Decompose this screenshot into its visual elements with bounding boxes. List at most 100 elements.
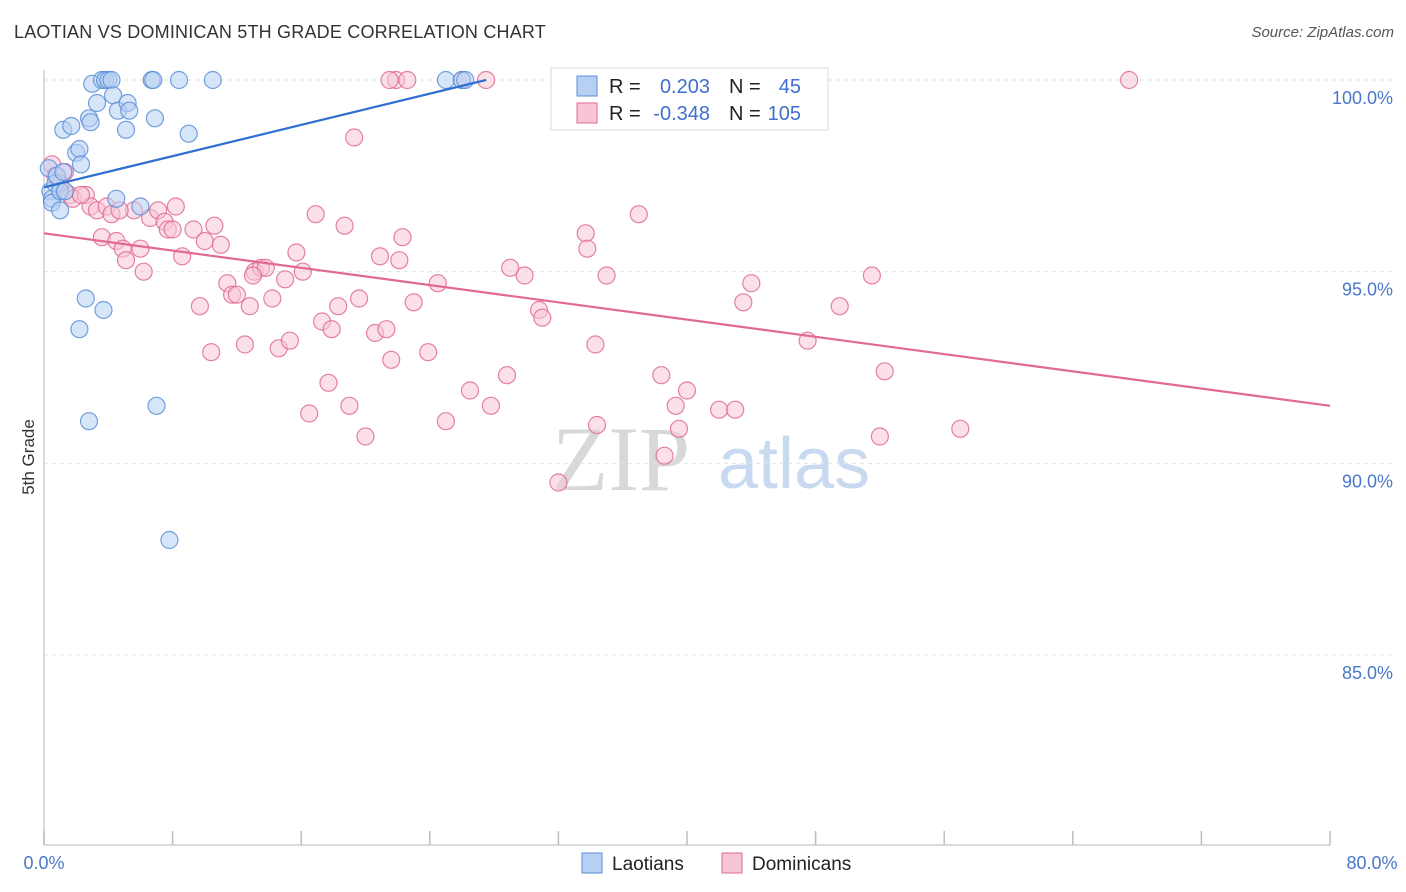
bottom-legend-swatch-laotians: [581, 852, 603, 874]
dominicans-point-100: [71, 185, 91, 205]
legend-r-value-dominicans: -0.348: [653, 103, 710, 125]
watermark-atlas: atlas: [718, 424, 870, 504]
laotians-point-18: [87, 93, 107, 113]
dominicans-point-46: [319, 373, 338, 392]
dominicans-point-42: [293, 262, 312, 281]
y-axis-tick-labels: 100.0% 95.0% 90.0% 85.0%: [1332, 88, 1393, 683]
dominicans-point-64: [428, 274, 447, 293]
dominicans-point-24: [190, 297, 209, 316]
dominicans-point-77: [576, 224, 595, 243]
dominicans-point-41: [287, 243, 306, 262]
laotians-point-22: [102, 70, 121, 90]
dominicans-point-68: [477, 70, 496, 90]
dominicans-point-28: [211, 235, 230, 254]
laotians-point-40: [147, 396, 166, 415]
legend-n-value-dominicans: 105: [768, 103, 801, 125]
dominicans-point-47: [322, 320, 341, 339]
legend-swatch-laotians: [576, 75, 598, 97]
dominicans-point-37: [263, 289, 282, 308]
dominicans-point-43: [300, 404, 319, 423]
dominicans-point-50: [340, 396, 359, 415]
laotians-point-34: [179, 124, 198, 143]
laotians-point-11: [62, 116, 81, 136]
series-laotians: [39, 70, 487, 550]
dominicans-point-86: [669, 419, 689, 438]
dominicans-point-71: [501, 258, 520, 277]
dominicans-point-85: [666, 396, 685, 415]
dominicans-point-56: [377, 320, 396, 339]
dominicans-point-75: [549, 473, 568, 492]
laotians-point-26: [116, 120, 136, 139]
laotians-point-25: [107, 189, 126, 208]
dominicans-point-60: [393, 228, 412, 247]
dominicans-point-90: [734, 293, 753, 312]
legend-r-label-laotians: R =: [609, 76, 641, 98]
dominicans-point-87: [677, 381, 697, 400]
dominicans-point-69: [481, 396, 500, 415]
dominicans-point-80: [587, 415, 607, 435]
dominicans-trend-line: [43, 232, 1331, 407]
laotians-point-14: [71, 155, 91, 174]
dominicans-point-82: [629, 205, 648, 224]
y-tick-label-2: 90.0%: [1342, 471, 1393, 491]
dominicans-point-48: [329, 297, 348, 316]
laotians-point-9: [55, 182, 75, 201]
legend-r-value-laotians: 0.203: [660, 76, 710, 98]
dominicans-point-49: [335, 216, 354, 235]
watermark: ZIP atlas: [552, 408, 870, 510]
dominicans-point-23: [184, 220, 203, 239]
dominicans-point-74: [533, 308, 552, 327]
dominicans-point-59: [390, 251, 409, 270]
laotians-point-13: [70, 139, 89, 159]
dominicans-point-27: [205, 216, 224, 235]
laotians-point-6: [50, 201, 70, 220]
laotians-point-33: [169, 70, 189, 90]
laotians-point-29: [131, 197, 150, 216]
dominicans-point-83: [652, 366, 671, 385]
stats-legend: R = 0.203 N = 45 R = -0.348 N = 105: [550, 67, 829, 131]
dominicans-point-102: [163, 220, 182, 239]
laotians-point-37: [94, 300, 113, 320]
gridlines: [44, 79, 1394, 656]
dominicans-point-81: [597, 266, 616, 285]
dominicans-point-53: [356, 427, 375, 446]
dominicans-point-97: [951, 419, 970, 438]
x-axis-ticks: [43, 831, 1331, 845]
dominicans-point-78: [578, 239, 597, 258]
dominicans-point-94: [862, 266, 882, 285]
dominicans-point-95: [870, 427, 890, 446]
dominicans-point-104: [380, 70, 399, 90]
dominicans-point-32: [235, 335, 254, 354]
dominicans-point-72: [515, 266, 534, 285]
bottom-legend-label-laotians: Laotians: [612, 854, 684, 875]
bottom-legend-swatch-dominicans: [721, 852, 743, 874]
x-tick-label-max: 80.0%: [1346, 853, 1397, 873]
legend-n-label-dominicans: N =: [729, 103, 761, 125]
laotians-point-39: [79, 412, 99, 431]
legend-r-label-dominicans: R =: [609, 103, 641, 125]
laotians-point-38: [70, 320, 89, 339]
laotians-point-8: [54, 162, 73, 182]
y-tick-label-3: 85.0%: [1342, 663, 1393, 683]
dominicans-point-98: [1119, 70, 1139, 90]
x-tick-label-min: 0.0%: [23, 853, 64, 873]
dominicans-point-51: [345, 128, 364, 147]
dominicans-point-65: [436, 412, 455, 431]
laotians-point-36: [76, 289, 95, 308]
dominicans-point-26: [202, 343, 221, 362]
dominicans-point-33: [240, 297, 259, 316]
dominicans-point-57: [382, 350, 401, 369]
laotians-point-28: [120, 101, 139, 120]
dominicans-point-61: [398, 70, 417, 90]
legend-swatch-dominicans: [576, 102, 598, 124]
dominicans-point-52: [350, 289, 369, 308]
dominicans-point-70: [497, 366, 517, 385]
y-tick-label-0: 100.0%: [1332, 88, 1393, 108]
dominicans-point-91: [742, 274, 761, 293]
dominicans-point-16: [134, 262, 153, 281]
y-tick-label-1: 95.0%: [1342, 280, 1393, 300]
laotians-point-31: [144, 70, 163, 90]
laotians-point-35: [203, 70, 222, 90]
laotians-trend-line: [43, 78, 487, 189]
